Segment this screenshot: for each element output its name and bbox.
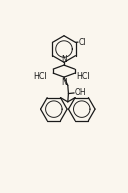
Text: N: N xyxy=(61,78,67,87)
Text: Cl: Cl xyxy=(78,38,86,47)
Text: N: N xyxy=(61,55,67,63)
Text: OH: OH xyxy=(75,88,86,97)
Text: HCl: HCl xyxy=(76,72,90,81)
Text: HCl: HCl xyxy=(33,72,47,81)
